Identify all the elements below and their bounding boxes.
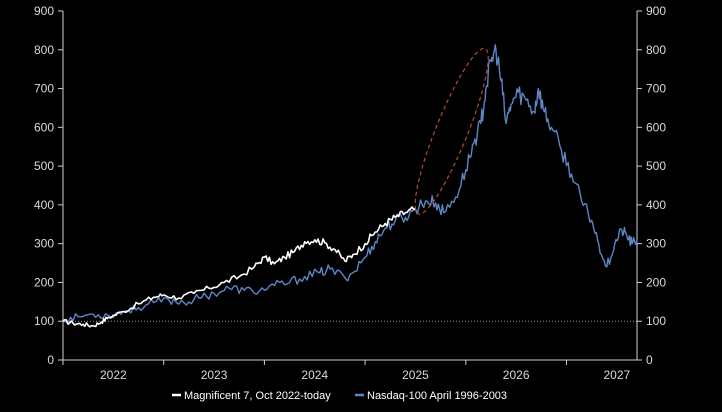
y-tick-label-left: 700 [34, 82, 54, 96]
y-tick-label-right: 700 [646, 82, 666, 96]
annotation-layer [414, 47, 489, 215]
y-tick-label-left: 0 [47, 353, 54, 367]
y-tick-label-right: 100 [646, 314, 666, 328]
series-magnificent-7-line [62, 206, 416, 328]
y-tick-label-right: 500 [646, 159, 666, 173]
y-tick-label-right: 800 [646, 43, 666, 57]
y-tick-label-left: 100 [34, 314, 54, 328]
x-tick-label: 2024 [301, 368, 328, 382]
y-tick-label-right: 200 [646, 275, 666, 289]
y-tick-label-left: 900 [34, 4, 54, 18]
y-tick-label-left: 800 [34, 43, 54, 57]
y-tick-label-right: 400 [646, 198, 666, 212]
y-tick-label-left: 500 [34, 159, 54, 173]
y-tick-label-right: 300 [646, 237, 666, 251]
series-layer [62, 44, 638, 328]
y-tick-label-left: 300 [34, 237, 54, 251]
y-tick-label-right: 600 [646, 120, 666, 134]
highlight-ellipse [414, 47, 489, 215]
x-tick-label: 2027 [604, 368, 631, 382]
x-tick-label: 2026 [503, 368, 530, 382]
legend-label-magnificent-7: Magnificent 7, Oct 2022-today [184, 390, 331, 402]
x-tick-label: 2023 [201, 368, 228, 382]
legend-label-nasdaq-100: Nasdaq-100 April 1996-2003 [367, 390, 507, 402]
y-tick-label-right: 0 [646, 353, 653, 367]
axes: 0 0 100 100 200 200 300 300 400 400 500 500 600 600 70… [34, 4, 666, 382]
series-nasdaq-100-line [62, 44, 638, 324]
x-tick-label: 2025 [402, 368, 429, 382]
y-tick-label-left: 600 [34, 120, 54, 134]
legend: Magnificent 7, Oct 2022-today Nasdaq-100… [172, 390, 507, 402]
x-tick-label: 2022 [100, 368, 127, 382]
y-tick-label-right: 900 [646, 4, 666, 18]
y-tick-label-left: 400 [34, 198, 54, 212]
y-tick-label-left: 200 [34, 275, 54, 289]
